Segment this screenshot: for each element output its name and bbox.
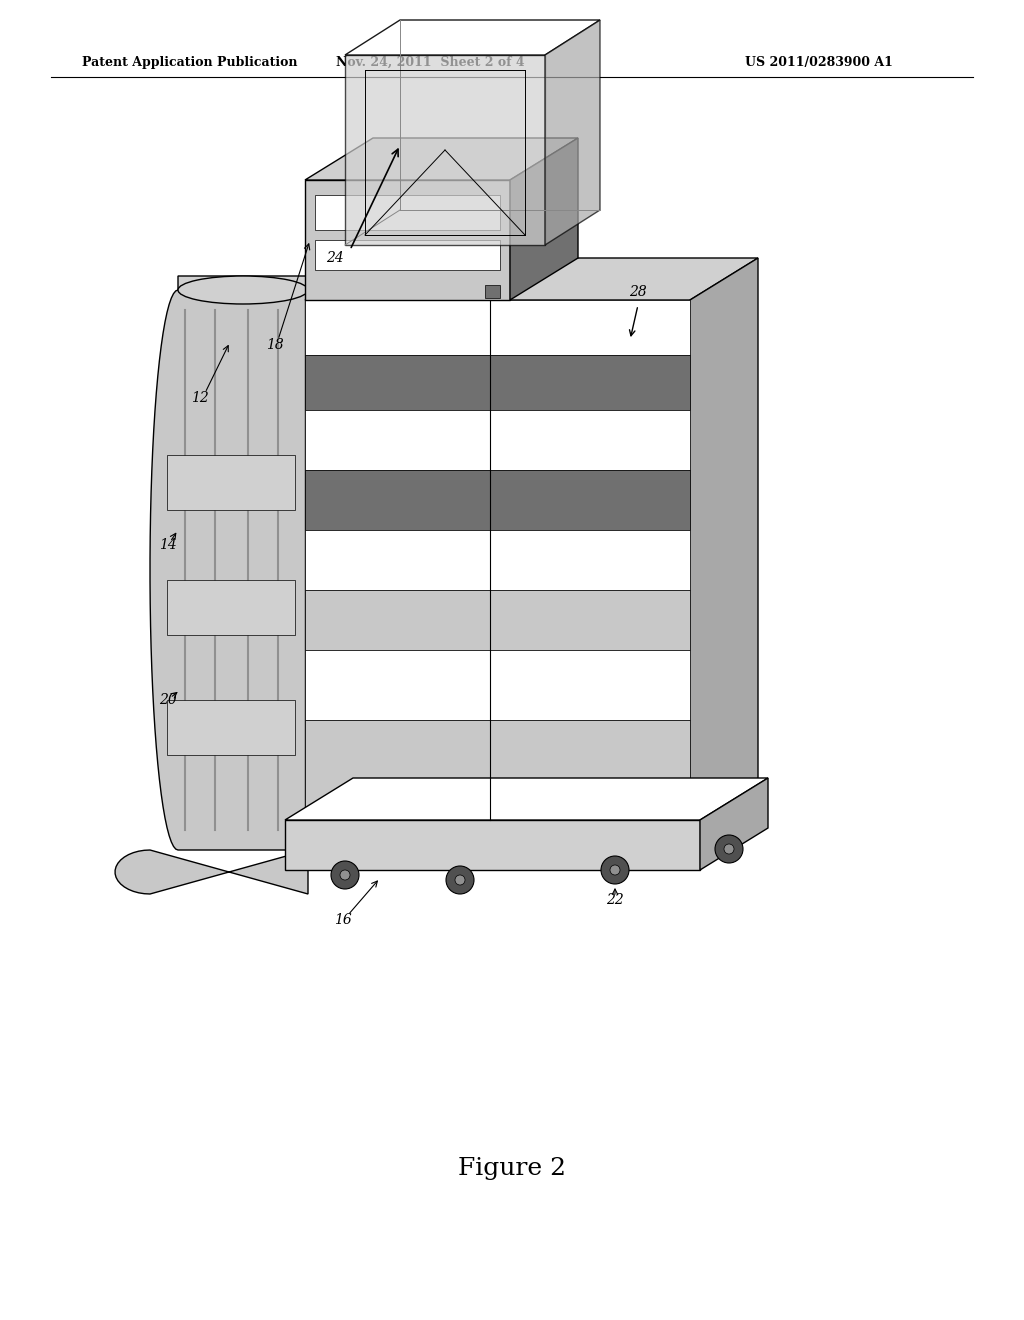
Polygon shape <box>115 850 308 894</box>
Ellipse shape <box>610 865 620 875</box>
Polygon shape <box>305 649 690 719</box>
Ellipse shape <box>724 843 734 854</box>
Polygon shape <box>305 300 690 355</box>
Ellipse shape <box>446 866 474 894</box>
Polygon shape <box>305 180 510 300</box>
Ellipse shape <box>331 861 359 888</box>
Text: Patent Application Publication: Patent Application Publication <box>82 55 297 69</box>
Ellipse shape <box>715 836 743 863</box>
Polygon shape <box>305 300 690 820</box>
Text: Figure 2: Figure 2 <box>458 1156 566 1180</box>
Polygon shape <box>315 240 500 271</box>
Text: 18: 18 <box>266 338 284 352</box>
Polygon shape <box>167 579 295 635</box>
Polygon shape <box>178 276 330 290</box>
Polygon shape <box>345 20 600 55</box>
Text: US 2011/0283900 A1: US 2011/0283900 A1 <box>745 55 893 69</box>
Text: Nov. 24, 2011  Sheet 2 of 4: Nov. 24, 2011 Sheet 2 of 4 <box>336 55 524 69</box>
Polygon shape <box>305 257 758 300</box>
Polygon shape <box>345 55 545 246</box>
Text: 28: 28 <box>629 285 647 300</box>
Polygon shape <box>305 139 578 180</box>
Polygon shape <box>545 20 600 246</box>
Ellipse shape <box>601 855 629 884</box>
Polygon shape <box>700 777 768 870</box>
Polygon shape <box>305 531 690 590</box>
Polygon shape <box>167 700 295 755</box>
Polygon shape <box>305 355 690 411</box>
Polygon shape <box>305 470 690 531</box>
Polygon shape <box>285 820 700 870</box>
Text: 22: 22 <box>606 894 624 907</box>
Text: 24: 24 <box>326 251 344 265</box>
Text: 20: 20 <box>159 693 177 708</box>
Polygon shape <box>167 455 295 510</box>
Text: 14: 14 <box>159 539 177 552</box>
Polygon shape <box>285 777 768 820</box>
Polygon shape <box>305 719 690 820</box>
Polygon shape <box>485 285 500 298</box>
Text: 16: 16 <box>334 913 352 927</box>
Polygon shape <box>315 195 500 230</box>
Polygon shape <box>690 257 758 820</box>
Polygon shape <box>510 139 578 300</box>
Ellipse shape <box>340 870 350 880</box>
Polygon shape <box>151 290 308 850</box>
Ellipse shape <box>178 276 308 304</box>
Polygon shape <box>305 411 690 470</box>
Polygon shape <box>305 590 690 649</box>
Text: 12: 12 <box>191 391 209 405</box>
Ellipse shape <box>455 875 465 884</box>
